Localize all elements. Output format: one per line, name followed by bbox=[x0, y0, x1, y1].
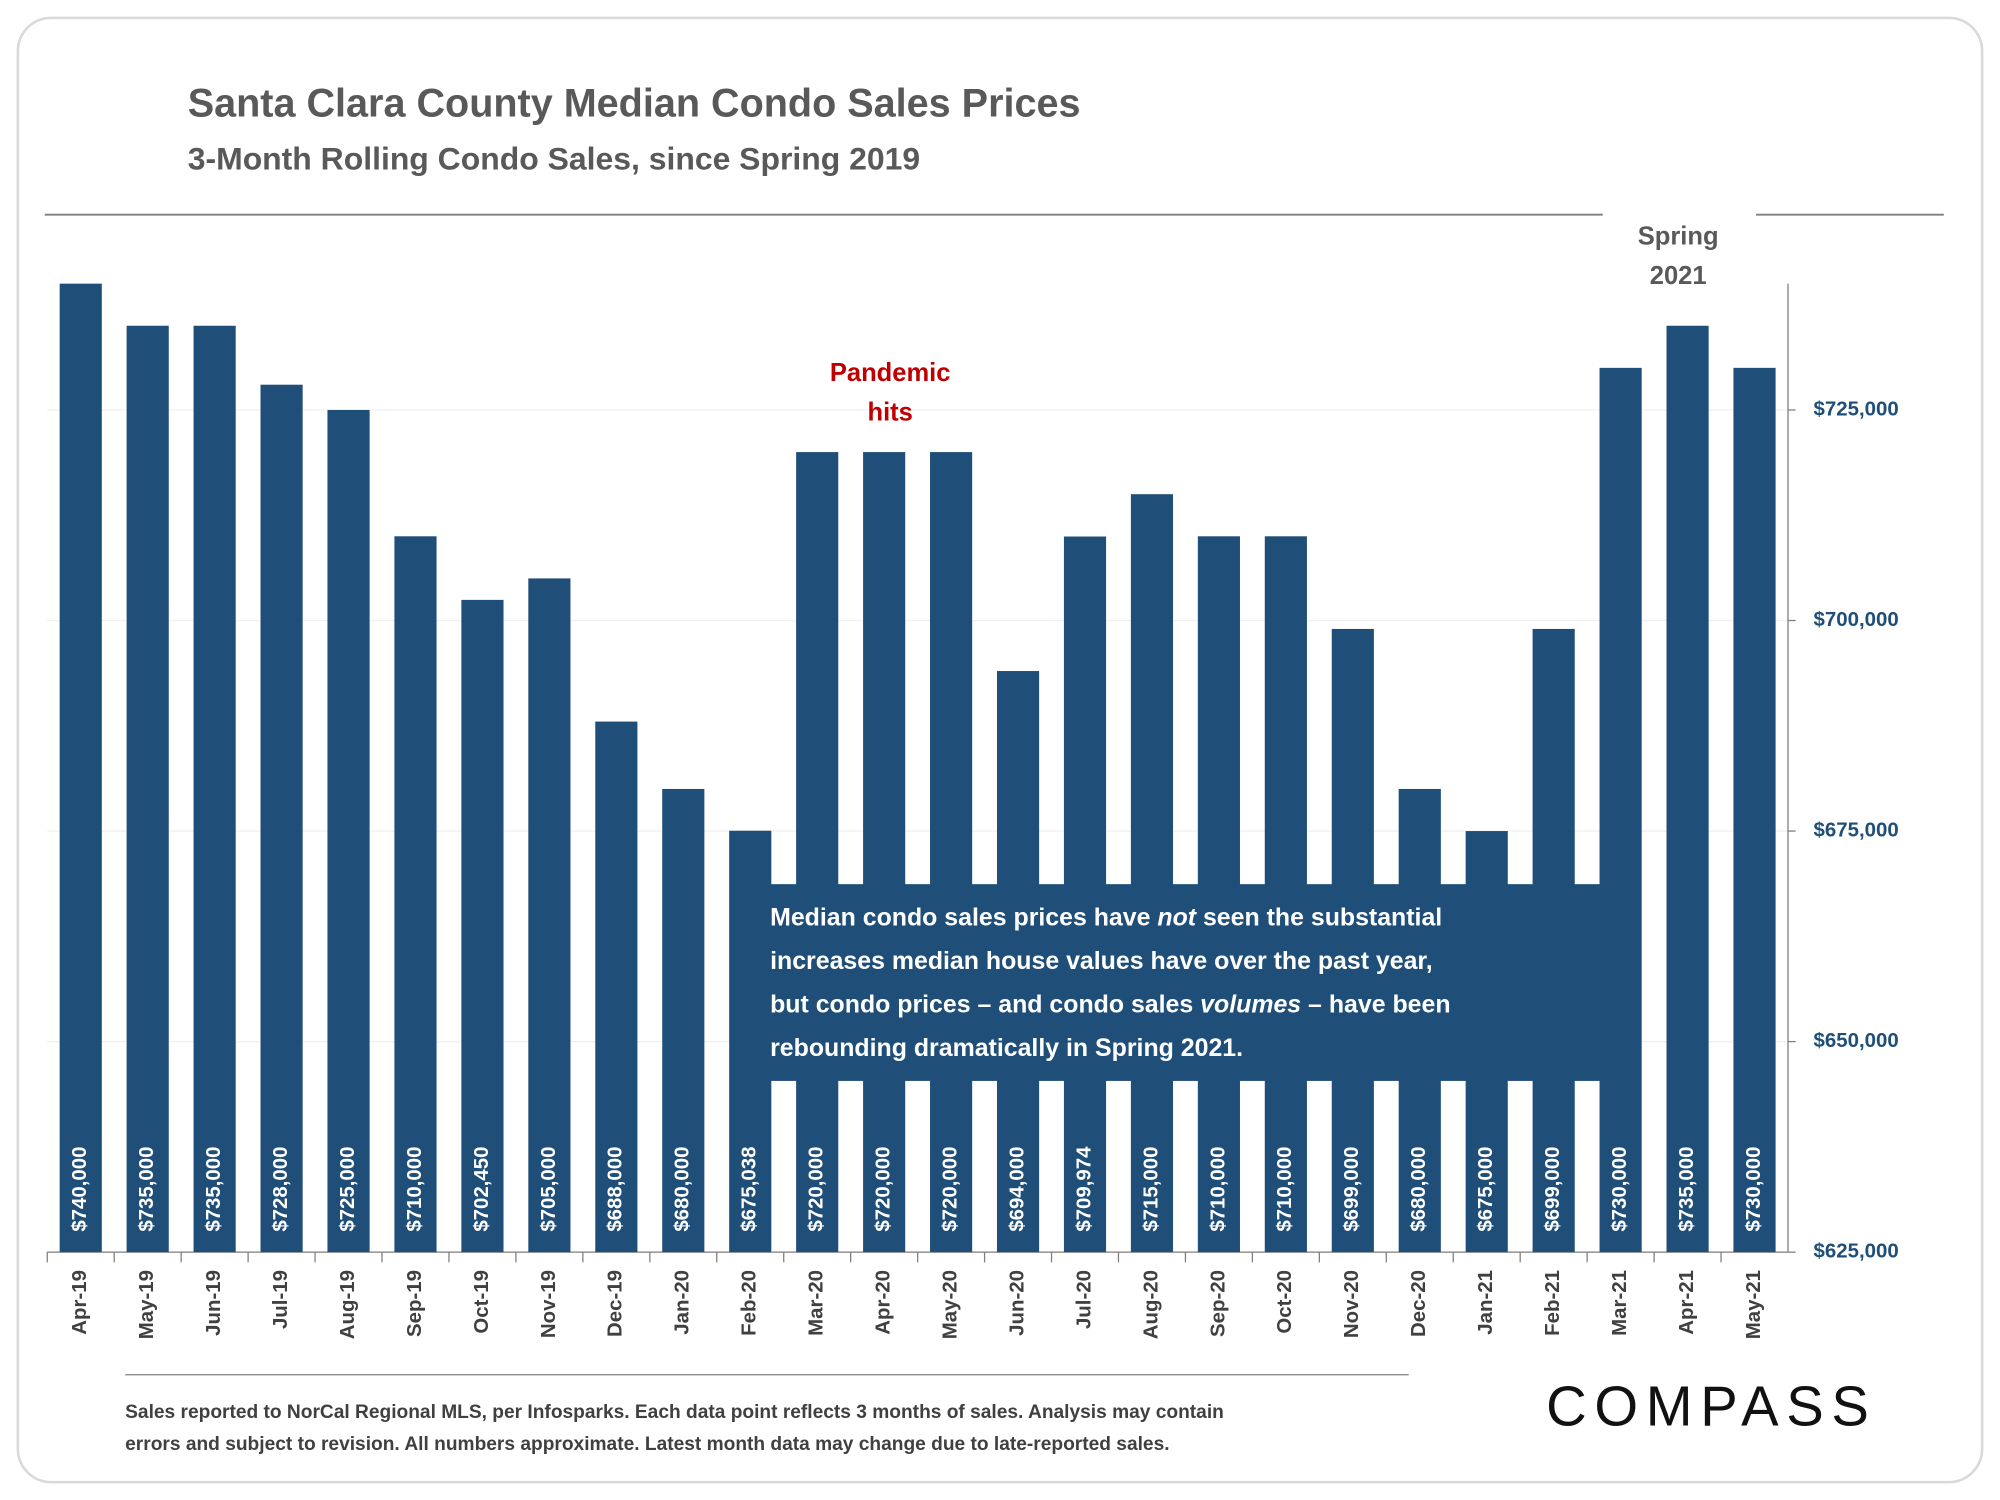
bar bbox=[528, 578, 571, 1253]
value-label: $688,000 bbox=[605, 1146, 627, 1231]
value-label: $720,000 bbox=[939, 1146, 961, 1231]
chart-subtitle: 3-Month Rolling Condo Sales, since Sprin… bbox=[188, 140, 920, 176]
bar bbox=[260, 384, 303, 1253]
x-tick-label: Jun-20 bbox=[1006, 1270, 1028, 1336]
x-tick-label: Jul-19 bbox=[270, 1270, 292, 1329]
y-tick-label: $725,000 bbox=[1814, 398, 1899, 420]
value-label: $735,000 bbox=[136, 1146, 158, 1231]
x-tick-label: May-20 bbox=[939, 1270, 961, 1339]
note-text: Median condo sales prices have not seen … bbox=[770, 903, 1442, 931]
y-tick-label: $675,000 bbox=[1814, 819, 1899, 841]
value-label: $702,450 bbox=[471, 1146, 493, 1231]
x-tick-label: Nov-20 bbox=[1341, 1270, 1363, 1338]
note-text: rebounding dramatically in Spring 2021. bbox=[770, 1034, 1243, 1062]
bar bbox=[662, 788, 705, 1253]
value-label: $710,000 bbox=[1207, 1146, 1229, 1231]
bar bbox=[1733, 367, 1776, 1253]
x-tick-label: Apr-21 bbox=[1676, 1270, 1698, 1335]
value-label: $735,000 bbox=[1676, 1146, 1698, 1231]
x-tick-label: Aug-20 bbox=[1140, 1270, 1162, 1339]
x-tick-label: Sep-19 bbox=[404, 1270, 426, 1337]
bar bbox=[796, 452, 839, 1253]
bar bbox=[327, 409, 370, 1253]
note-segment: volumes bbox=[1200, 990, 1301, 1018]
x-tick-label: Sep-20 bbox=[1207, 1270, 1229, 1337]
x-tick-label: May-21 bbox=[1743, 1270, 1765, 1339]
annotation: Spring bbox=[1638, 222, 1719, 250]
value-label: $694,000 bbox=[1006, 1146, 1028, 1231]
bar bbox=[595, 721, 638, 1253]
value-label: $730,000 bbox=[1743, 1146, 1765, 1231]
x-tick-label: Aug-19 bbox=[337, 1270, 359, 1339]
x-tick-label: Mar-20 bbox=[806, 1270, 828, 1336]
value-label: $720,000 bbox=[873, 1146, 895, 1231]
note-segment: seen the substantial bbox=[1196, 903, 1442, 931]
bar bbox=[1130, 494, 1174, 1253]
value-label: $710,000 bbox=[1274, 1146, 1296, 1231]
value-label: $680,000 bbox=[672, 1146, 694, 1231]
x-tick-label: Mar-21 bbox=[1609, 1270, 1631, 1336]
note-segment: Median condo sales prices have bbox=[770, 903, 1157, 931]
x-tick-label: May-19 bbox=[136, 1270, 158, 1339]
value-label: $699,000 bbox=[1341, 1146, 1363, 1231]
value-label: $709,974 bbox=[1073, 1146, 1095, 1232]
logo: COMPASS bbox=[1546, 1374, 1876, 1437]
value-label: $715,000 bbox=[1140, 1146, 1162, 1231]
y-tick-label: $625,000 bbox=[1814, 1241, 1899, 1263]
y-tick-label: $650,000 bbox=[1814, 1030, 1899, 1052]
annotation: Pandemic bbox=[830, 359, 951, 387]
note-box bbox=[753, 884, 1638, 1081]
x-tick-label: Oct-20 bbox=[1274, 1270, 1296, 1334]
value-label: $675,038 bbox=[739, 1146, 761, 1231]
x-tick-label: Jan-20 bbox=[672, 1270, 694, 1335]
bar bbox=[1666, 325, 1709, 1253]
bar bbox=[1599, 367, 1642, 1253]
value-label: $675,000 bbox=[1475, 1146, 1497, 1231]
x-tick-label: Apr-19 bbox=[69, 1270, 91, 1335]
annotation: 2021 bbox=[1650, 262, 1707, 290]
bar bbox=[126, 325, 169, 1253]
note-segment: – have been bbox=[1301, 990, 1450, 1018]
note-segment: but condo prices – and condo sales bbox=[770, 990, 1200, 1018]
source-note: errors and subject to revision. All numb… bbox=[125, 1434, 1169, 1455]
value-label: $699,000 bbox=[1542, 1146, 1564, 1231]
x-tick-label: Dec-20 bbox=[1408, 1270, 1430, 1337]
value-label: $730,000 bbox=[1609, 1146, 1631, 1231]
x-tick-label: Dec-19 bbox=[605, 1270, 627, 1337]
chart-title: Santa Clara County Median Condo Sales Pr… bbox=[188, 81, 1081, 125]
annotation: hits bbox=[867, 399, 912, 427]
note-segment: not bbox=[1157, 903, 1197, 931]
x-tick-label: Jul-20 bbox=[1073, 1270, 1095, 1329]
note-segment: rebounding dramatically in Spring 2021. bbox=[770, 1034, 1243, 1062]
x-tick-label: Oct-19 bbox=[471, 1270, 493, 1334]
x-tick-label: Feb-20 bbox=[739, 1270, 761, 1336]
x-tick-label: Apr-20 bbox=[873, 1270, 895, 1335]
value-label: $680,000 bbox=[1408, 1146, 1430, 1231]
bar bbox=[193, 325, 236, 1253]
value-label: $710,000 bbox=[404, 1146, 426, 1231]
bar bbox=[930, 452, 973, 1253]
x-tick-label: Jun-19 bbox=[203, 1270, 225, 1336]
value-label: $725,000 bbox=[337, 1146, 359, 1231]
value-label: $728,000 bbox=[270, 1146, 292, 1231]
value-label: $720,000 bbox=[806, 1146, 828, 1231]
value-label: $735,000 bbox=[203, 1146, 225, 1231]
note-text: increases median house values have over … bbox=[770, 947, 1433, 975]
value-label: $705,000 bbox=[538, 1146, 560, 1231]
x-tick-label: Feb-21 bbox=[1542, 1270, 1564, 1336]
value-label: $740,000 bbox=[69, 1146, 91, 1231]
bar bbox=[863, 452, 906, 1253]
note-text: but condo prices – and condo sales volum… bbox=[770, 990, 1450, 1018]
x-tick-label: Nov-19 bbox=[538, 1270, 560, 1338]
bar bbox=[59, 283, 102, 1253]
bar bbox=[461, 599, 504, 1253]
y-tick-label: $700,000 bbox=[1814, 609, 1899, 631]
x-tick-label: Jan-21 bbox=[1475, 1270, 1497, 1335]
note-segment: increases median house values have over … bbox=[770, 947, 1433, 975]
bar bbox=[394, 536, 437, 1253]
source-note: Sales reported to NorCal Regional MLS, p… bbox=[125, 1402, 1224, 1423]
